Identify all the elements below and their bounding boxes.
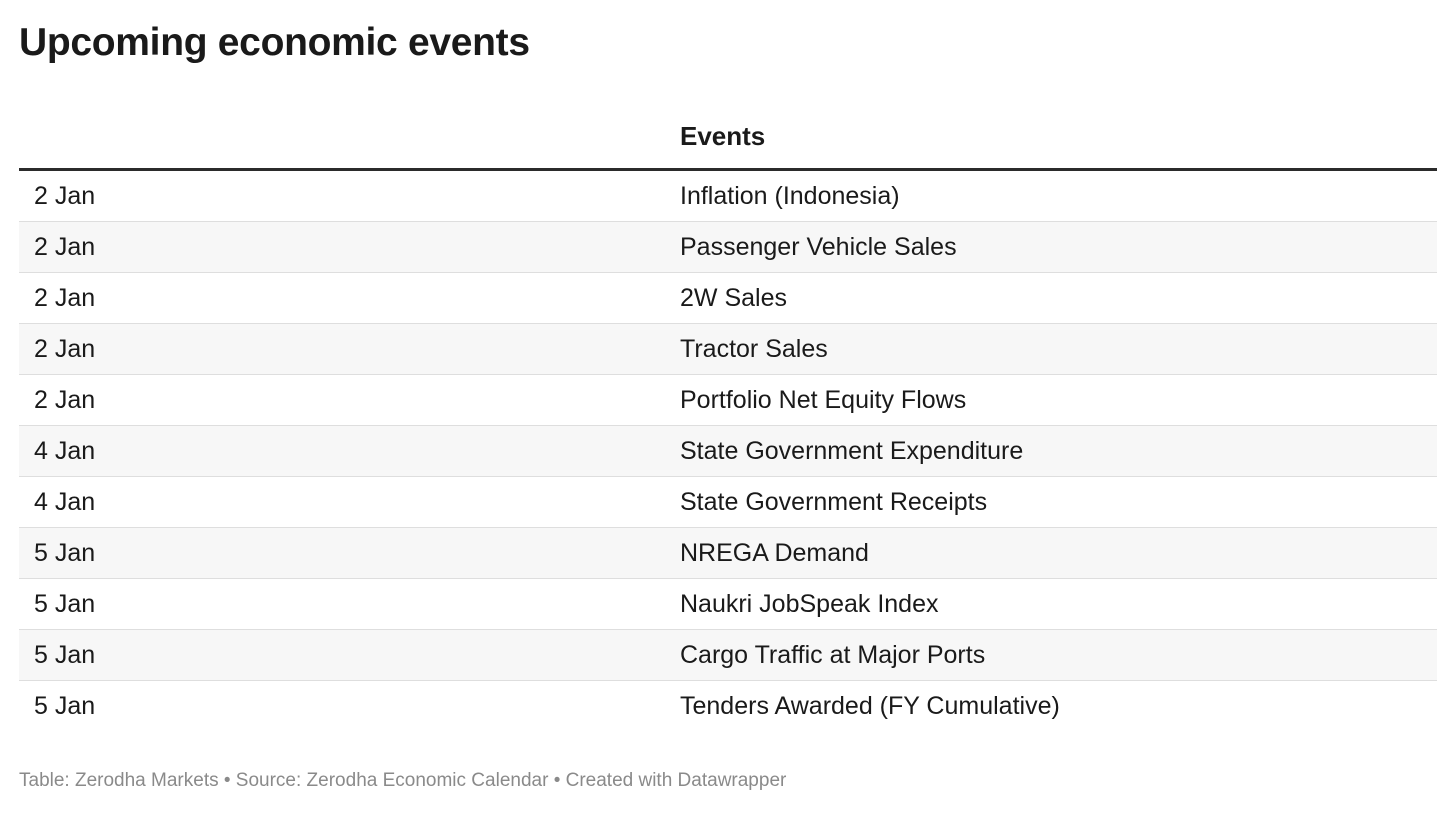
table-row: 4 Jan State Government Receipts [19, 476, 1437, 528]
table-row: 2 Jan Portfolio Net Equity Flows [19, 374, 1437, 426]
event-cell: State Government Expenditure [664, 425, 1437, 477]
table-body: 2 Jan Inflation (Indonesia) 2 Jan Passen… [19, 169, 1437, 732]
event-cell: Portfolio Net Equity Flows [664, 374, 1437, 426]
table-row: 2 Jan Passenger Vehicle Sales [19, 221, 1437, 273]
column-header-date [19, 104, 664, 171]
events-table-container: Events 2 Jan Inflation (Indonesia) 2 Jan… [19, 104, 1437, 731]
date-cell: 2 Jan [19, 221, 664, 273]
table-row: 5 Jan Tenders Awarded (FY Cumulative) [19, 681, 1437, 732]
events-table: Events 2 Jan Inflation (Indonesia) 2 Jan… [19, 104, 1437, 731]
date-cell: 2 Jan [19, 323, 664, 375]
event-cell: Passenger Vehicle Sales [664, 221, 1437, 273]
event-cell: Tenders Awarded (FY Cumulative) [680, 691, 1060, 720]
source-footer: Table: Zerodha Markets • Source: Zerodha… [19, 770, 787, 791]
table-row: 2 Jan Inflation (Indonesia) [19, 169, 1437, 222]
date-cell: 5 Jan [19, 629, 664, 681]
event-cell: 2W Sales [664, 272, 1437, 324]
date-cell: 2 Jan [19, 169, 664, 222]
table-header: Events [19, 104, 1437, 171]
date-cell: 2 Jan [19, 272, 664, 324]
table-row: 2 Jan Tractor Sales [19, 323, 1437, 375]
date-cell: 5 Jan [19, 578, 664, 630]
table-row: 2 Jan 2W Sales [19, 272, 1437, 324]
event-cell: Inflation (Indonesia) [664, 169, 1437, 222]
table-row: 5 Jan Naukri JobSpeak Index [19, 578, 1437, 630]
event-cell: NREGA Demand [664, 527, 1437, 579]
event-cell: Cargo Traffic at Major Ports [664, 629, 1437, 681]
event-cell: Tractor Sales [664, 323, 1437, 375]
table-row: 5 Jan NREGA Demand [19, 527, 1437, 579]
column-header-events: Events [664, 104, 1437, 171]
date-cell: 5 Jan [19, 527, 664, 579]
header-row: Events [19, 104, 1437, 171]
date-cell: 5 Jan [34, 691, 96, 720]
date-cell: 4 Jan [19, 425, 664, 477]
date-cell: 2 Jan [19, 374, 664, 426]
table-row: 5 Jan Cargo Traffic at Major Ports [19, 629, 1437, 681]
date-cell: 4 Jan [19, 476, 664, 528]
event-cell: Naukri JobSpeak Index [664, 578, 1437, 630]
event-cell: State Government Receipts [664, 476, 1437, 528]
table-row: 4 Jan State Government Expenditure [19, 425, 1437, 477]
page-title: Upcoming economic events [19, 21, 530, 64]
